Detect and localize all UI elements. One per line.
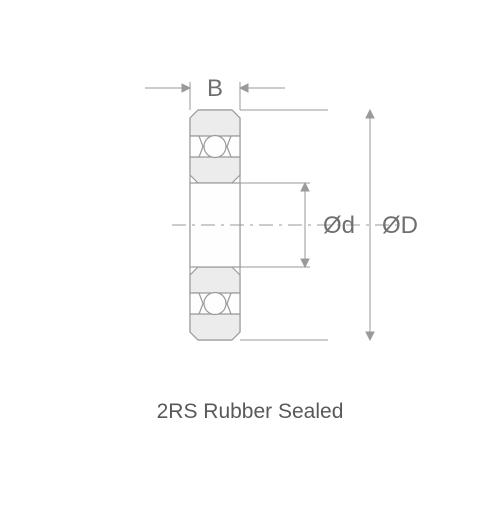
bearing-diagram: B Ød ØD 2RS Rubber Sealed bbox=[0, 0, 500, 500]
bearing-drawing: B Ød ØD bbox=[0, 0, 500, 500]
svg-text:B: B bbox=[207, 75, 223, 102]
caption: 2RS Rubber Sealed bbox=[0, 400, 500, 424]
svg-text:ØD: ØD bbox=[382, 212, 418, 239]
svg-text:Ød: Ød bbox=[323, 212, 355, 239]
